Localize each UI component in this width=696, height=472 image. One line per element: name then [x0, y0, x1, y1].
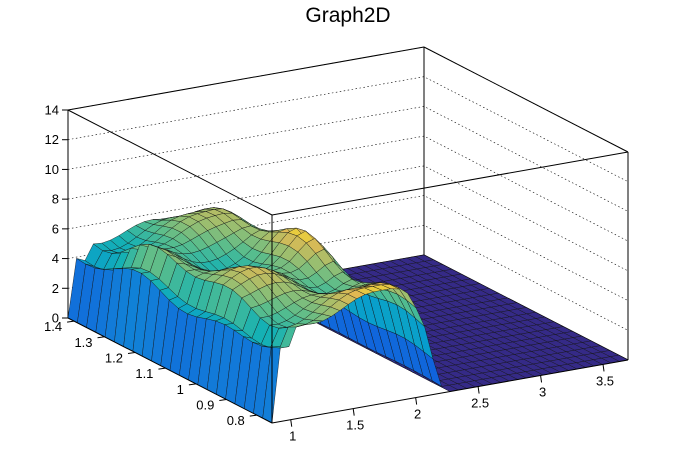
z-tick-label: 4 [52, 251, 59, 266]
x-tick [352, 408, 355, 416]
y-tick [67, 320, 75, 323]
x-tick [540, 375, 543, 383]
y-tick [97, 336, 105, 339]
y-tick-label: 1.2 [105, 350, 123, 365]
x-tick-label: 3 [539, 384, 546, 399]
y-tick-label: 1 [177, 382, 184, 397]
frame-edge [271, 151, 629, 216]
frame-edge [67, 109, 273, 216]
y-tick-label: 1.4 [44, 319, 62, 334]
z-grid-line [67, 46, 629, 153]
z-tick-label: 12 [45, 132, 59, 147]
x-tick-label: 1 [289, 429, 296, 444]
z-tick-label: 14 [45, 103, 59, 118]
x-tick-label: 1.5 [346, 418, 364, 433]
x-tick-label: 3.5 [596, 373, 614, 388]
z-tick-label: 8 [52, 192, 59, 207]
z-tick-label: 10 [45, 162, 59, 177]
y-tick-label: 1.1 [135, 366, 153, 381]
z-grid-line [67, 135, 629, 242]
y-tick [219, 398, 227, 401]
y-tick-label: 1.3 [74, 335, 92, 350]
y-tick [188, 383, 196, 386]
z-grid-line [67, 106, 629, 212]
z-tick-label: 6 [52, 221, 59, 236]
x-tick [477, 386, 480, 394]
surface-mesh [67, 207, 629, 424]
z-grid-line [67, 76, 629, 182]
z-tick-label: 0 [52, 311, 59, 326]
x-tick [290, 419, 293, 427]
frame-edge [271, 359, 629, 424]
x-tick-label: 2 [414, 407, 421, 422]
z-grid-line [67, 165, 629, 272]
y-tick [127, 351, 136, 354]
x-tick [602, 364, 605, 372]
y-tick-label: 0.9 [196, 397, 214, 412]
y-tick-label: 0.8 [227, 413, 245, 428]
chart-title: Graph2D [305, 4, 391, 27]
frame-front-edges [67, 109, 629, 424]
x-tick-label: 2.5 [471, 396, 489, 411]
y-tick [249, 414, 257, 417]
z-tick-label: 2 [52, 281, 59, 296]
x-tick [415, 397, 418, 405]
frame-edge [67, 317, 273, 424]
y-tick [158, 367, 166, 370]
axes: 0 2 4 6 8 10 12 14 0.8 0.9 1 1.1 1.2 1.3 1.4 1 1.5 2 2.5 3 3… [44, 103, 614, 444]
